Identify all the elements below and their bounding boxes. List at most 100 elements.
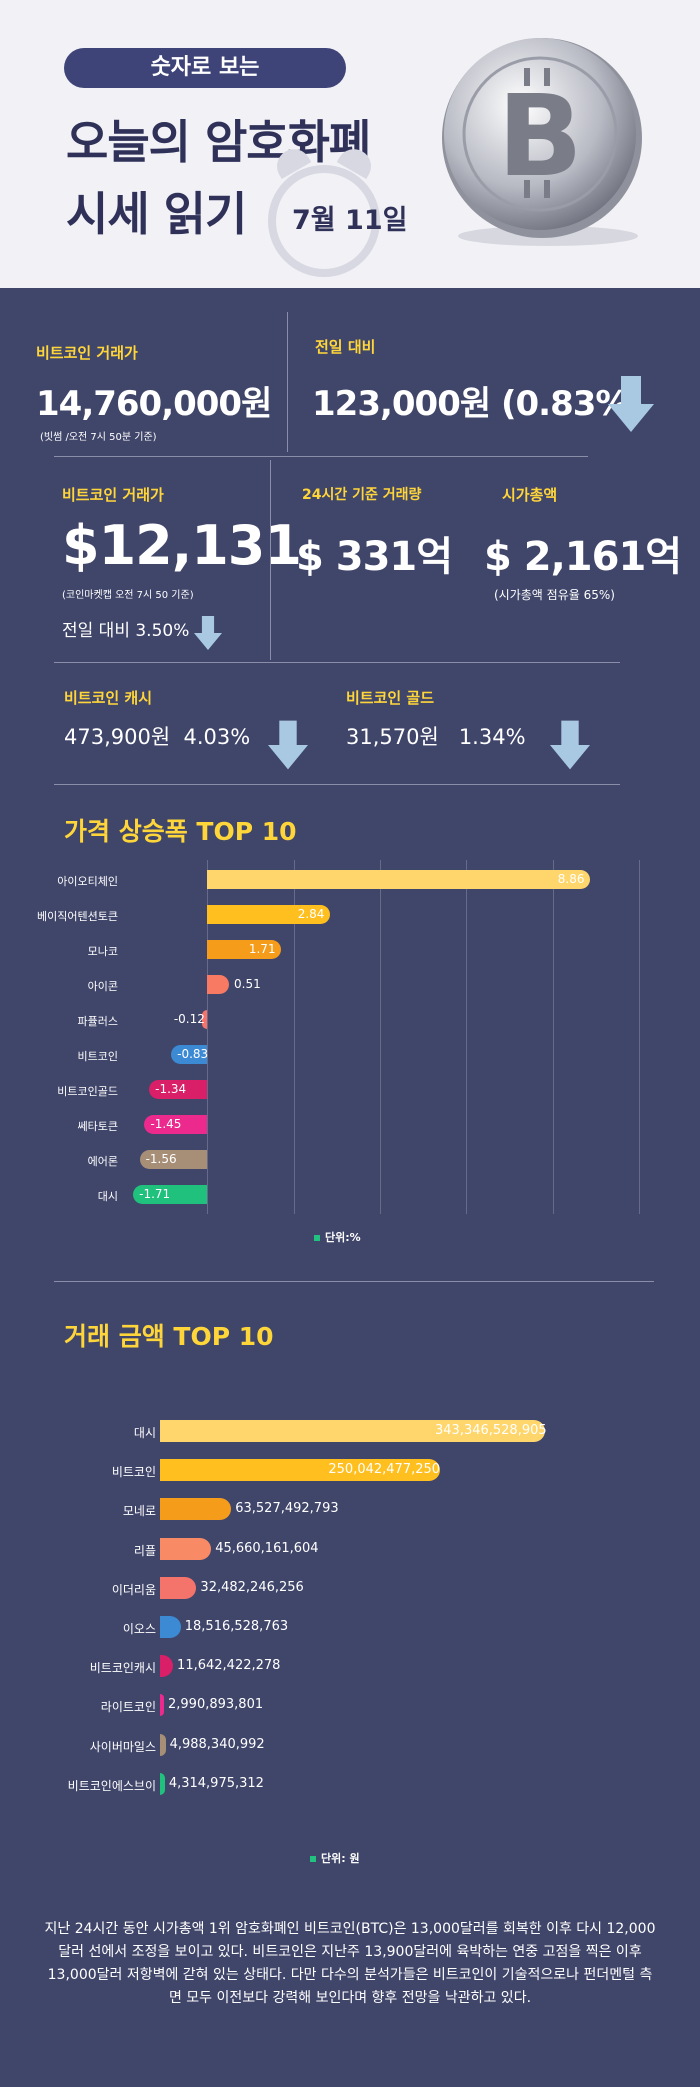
chart1-bar xyxy=(139,1150,207,1169)
chart2-unit-label: 단위: 원 xyxy=(310,1850,360,1866)
chart2-bar xyxy=(160,1694,164,1717)
chart1-category-label: 쎄타토큰 xyxy=(77,1120,118,1133)
chart1-category-label: 비트코인 xyxy=(77,1050,118,1063)
chart1-value-label: -0.83 xyxy=(177,1047,209,1061)
page-title-line2: 시세 읽기 xyxy=(66,187,247,241)
horizontal-divider xyxy=(54,456,588,457)
chart2-category-label: 비트코인 xyxy=(111,1465,156,1480)
chart1-category-label: 모나코 xyxy=(87,945,118,958)
chart1-bar xyxy=(171,1045,207,1064)
chart1-category-label: 베이직어텐션토큰 xyxy=(37,910,118,923)
chart2-value-label: 2,990,893,801 xyxy=(168,1697,264,1713)
chart1-category-label: 에어론 xyxy=(87,1155,118,1168)
chart2-value-label: 18,516,528,763 xyxy=(184,1619,289,1634)
chart2-category-label: 이더리움 xyxy=(111,1582,156,1597)
chart1-value-label: -1.56 xyxy=(145,1152,177,1166)
chart1-gridline xyxy=(466,860,467,1214)
header: 숫자로 보는 오늘의 암호화폐 시세 읽기 7월 11일 B xyxy=(0,0,700,288)
chart1-title: 가격 상승폭 TOP 10 xyxy=(64,817,297,846)
chart2-category-label: 리플 xyxy=(133,1543,156,1558)
vertical-divider xyxy=(287,312,288,452)
chart1-category-label: 아이오티체인 xyxy=(57,875,118,888)
chart2-bar xyxy=(160,1537,212,1560)
chart1-value-label: 0.51 xyxy=(234,977,261,991)
chart1-bar xyxy=(133,1185,207,1204)
volume-value: $ 331억 xyxy=(296,534,453,580)
chart1-gridline xyxy=(639,860,640,1214)
chart2-value-label: 250,042,477,250 xyxy=(328,1462,441,1478)
chart2-value-label: 32,482,246,256 xyxy=(200,1579,304,1595)
chart1-bar xyxy=(149,1080,207,1099)
chart2-value-label: 4,314,975,312 xyxy=(168,1775,264,1791)
chart1-value-label: 8.86 xyxy=(557,872,585,886)
chart1-bar xyxy=(207,870,590,889)
chart1-bar xyxy=(207,940,281,959)
chart2-category-label: 사이버마일스 xyxy=(89,1739,156,1754)
horizontal-divider xyxy=(54,1281,654,1282)
chart2-category-label: 비트코인에스브이 xyxy=(67,1778,156,1793)
down-arrow-icon xyxy=(608,376,654,432)
chart1-value-label: -1.34 xyxy=(155,1082,187,1096)
chart1-unit-label: 단위:% xyxy=(314,1229,361,1245)
horizontal-divider xyxy=(54,784,620,785)
horizontal-divider xyxy=(54,662,620,663)
chart2-bar xyxy=(160,1733,166,1756)
chart1-category-label: 비트코인골드 xyxy=(57,1085,118,1098)
bitcoin-gold-label: 비트코인 골드 xyxy=(346,689,435,707)
chart1-category-label: 대시 xyxy=(97,1190,118,1203)
alarm-clock-icon xyxy=(268,165,380,277)
date-label: 7월 11일 xyxy=(292,205,408,236)
chart1-bar xyxy=(144,1115,207,1134)
usd-price-label: 비트코인 거래가 xyxy=(62,486,164,504)
chart2-category-label: 라이트코인 xyxy=(100,1700,156,1715)
chart2-bar xyxy=(160,1498,232,1521)
vertical-divider xyxy=(270,460,271,660)
chart2-category-label: 비트코인캐시 xyxy=(89,1661,156,1676)
volume-label: 24시간 기준 거래량 xyxy=(302,487,422,503)
krw-price: 14,760,000원 xyxy=(36,384,272,424)
legend-dot-icon xyxy=(310,1856,316,1862)
chart2-value-label: 343,346,528,905 xyxy=(435,1423,547,1438)
krw-change-value: 123,000원 (0.83%) xyxy=(312,384,644,424)
price-change-chart: 아이오티체인 8.86 베이직어텐션토큰 2.84 모나코 1.71 아이콘 0.51 파퓰러스… xyxy=(0,288,700,2087)
chart1-gridline xyxy=(553,860,554,1214)
chart2-value-label: 63,527,492,793 xyxy=(235,1501,339,1517)
chart2-bar xyxy=(160,1616,181,1638)
krw-change-label: 전일 대비 xyxy=(315,338,376,356)
bitcoin-cash-label: 비트코인 캐시 xyxy=(64,689,153,707)
main-content: 비트코인 거래가 14,760,000원 (빗썸 /오전 7시 50분 기준) … xyxy=(0,288,700,2087)
chart1-value-label: -0.12 xyxy=(173,1012,205,1026)
krw-price-label: 비트코인 거래가 xyxy=(36,344,138,362)
chart1-bar xyxy=(207,975,230,994)
chart1-gridline xyxy=(294,860,295,1214)
chart2-title: 거래 금액 TOP 10 xyxy=(64,1322,274,1351)
down-arrow-icon xyxy=(194,615,222,651)
usd-price-note: (코인마켓캡 오전 7시 50 기준) xyxy=(62,590,194,601)
page-title-line1: 오늘의 암호화폐 xyxy=(66,115,371,169)
chart1-value-label: -1.71 xyxy=(139,1187,171,1201)
chart1-bar xyxy=(201,1010,207,1029)
usd-price: $12,131 xyxy=(62,514,302,577)
chart2-bar xyxy=(160,1420,545,1442)
chart2-category-label: 모네로 xyxy=(122,1504,156,1519)
chart2-bar xyxy=(160,1576,197,1599)
chart1-value-label: 1.71 xyxy=(248,942,276,956)
summary-paragraph: 지난 24시간 동안 시가총액 1위 암호화폐인 비트코인(BTC)은 13,0… xyxy=(44,1921,656,2006)
chart1-gridline xyxy=(380,860,381,1214)
bitcoin-coin-icon: B xyxy=(442,38,642,246)
chart1-gridline xyxy=(207,860,208,1214)
chart2-bar xyxy=(160,1772,165,1795)
bitcoin-gold-value: 31,570원 1.34% xyxy=(346,725,526,749)
legend-dot-icon xyxy=(314,1235,320,1241)
header-pill: 숫자로 보는 xyxy=(64,48,346,88)
bitcoin-cash-value: 473,900원 4.03% xyxy=(64,725,251,749)
chart1-value-label: -1.45 xyxy=(150,1117,182,1131)
usd-change: 전일 대비 3.50% xyxy=(62,621,190,641)
marketcap-share-note: (시가총액 점유율 65%) xyxy=(494,588,615,602)
chart2-value-label: 45,660,161,604 xyxy=(215,1540,319,1556)
chart2-category-label: 이오스 xyxy=(122,1622,156,1636)
chart2-bar xyxy=(160,1655,174,1678)
krw-price-note: (빗썸 /오전 7시 50분 기준) xyxy=(40,432,157,443)
svg-text:B: B xyxy=(497,72,582,202)
chart2-value-label: 11,642,422,278 xyxy=(177,1658,281,1674)
